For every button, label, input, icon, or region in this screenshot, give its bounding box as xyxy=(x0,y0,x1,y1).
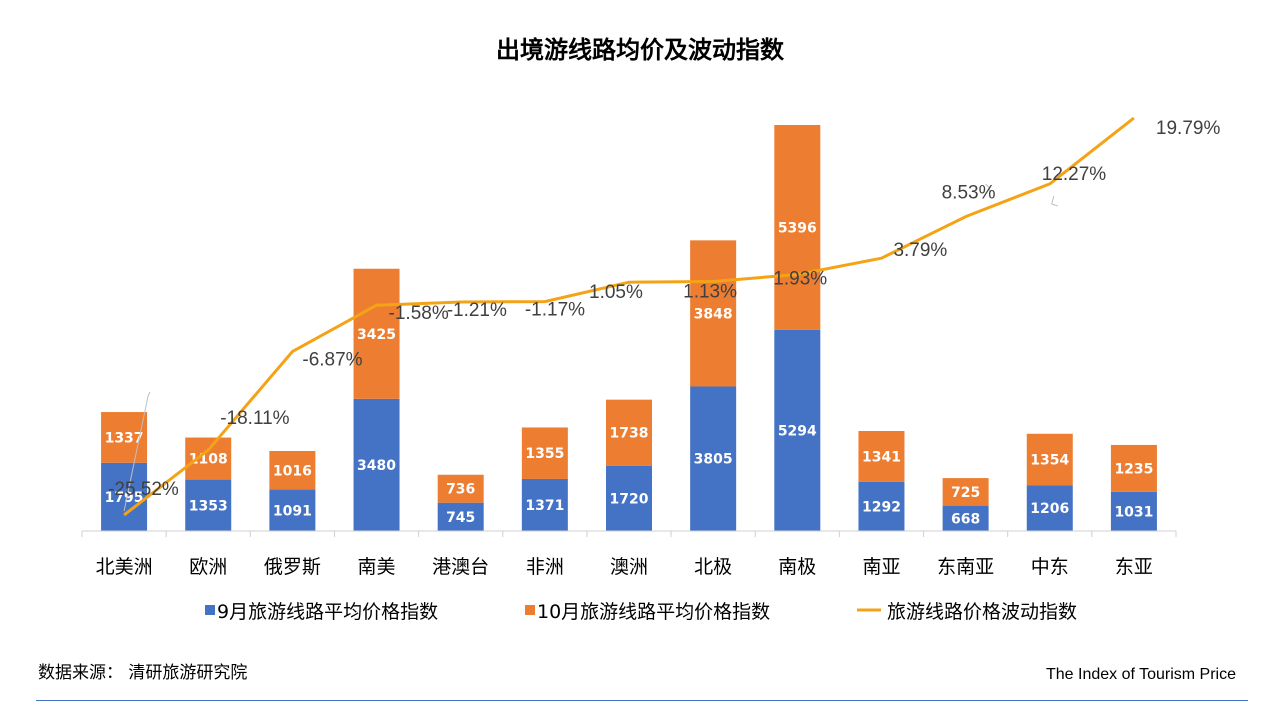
bar-label-oct: 725 xyxy=(951,485,980,501)
category-label: 东南亚 xyxy=(937,556,994,578)
bar-label-oct: 736 xyxy=(446,482,475,498)
bar-sep-中东 xyxy=(1026,485,1073,531)
bar-oct-东南亚 xyxy=(942,478,989,506)
bar-label-sep: 1031 xyxy=(1114,504,1153,520)
bar-oct-澳洲 xyxy=(606,399,652,466)
bar-oct-俄罗斯 xyxy=(269,450,316,490)
category-label: 东亚 xyxy=(1115,556,1153,578)
bar-oct-南亚 xyxy=(858,431,905,482)
bar-label-sep: 5294 xyxy=(778,423,817,439)
category-label: 南美 xyxy=(358,556,396,578)
category-label: 北美洲 xyxy=(96,556,153,578)
bar-label-oct: 1354 xyxy=(1030,452,1069,468)
bar-oct-欧洲 xyxy=(185,437,232,480)
bar-sep-俄罗斯 xyxy=(269,489,316,531)
category-label: 澳洲 xyxy=(610,556,648,578)
bar-oct-港澳台 xyxy=(437,474,484,503)
bar-oct-非洲 xyxy=(521,427,568,479)
bar-labels-layer: 1795 1337 1353 1108 1091 1016 3480 3425 745 736 13… xyxy=(105,220,1154,527)
change-label: 8.53% xyxy=(942,183,996,204)
footer-rule xyxy=(36,700,1248,701)
bar-label-oct: 1337 xyxy=(105,430,144,446)
category-label: 北极 xyxy=(694,556,732,578)
bar-label-sep: 1206 xyxy=(1030,501,1069,517)
leader-line xyxy=(985,183,991,196)
bar-label-sep: 1720 xyxy=(610,491,649,507)
category-label: 俄罗斯 xyxy=(264,556,321,578)
chart-title: 出境游线路均价及波动指数 xyxy=(496,36,784,64)
pct-labels-layer: -25.52%-18.11%-6.87%-1.58%-1.21% -1.17%1.… xyxy=(108,118,1221,512)
bar-label-sep: 3480 xyxy=(357,458,396,474)
bar-label-oct: 1235 xyxy=(1114,461,1153,477)
bar-oct-东亚 xyxy=(1110,444,1157,492)
bar-sep-港澳台 xyxy=(437,502,484,531)
bar-sep-北美洲 xyxy=(101,462,148,531)
category-label: 非洲 xyxy=(526,556,564,578)
category-label: 欧洲 xyxy=(189,556,227,578)
change-label: -1.21% xyxy=(447,300,507,321)
change-label: 1.13% xyxy=(683,281,737,302)
source-note: 数据来源： 清研旅游研究院 xyxy=(38,663,248,683)
bar-sep-非洲 xyxy=(521,478,568,531)
change-label: 3.79% xyxy=(893,240,947,261)
category-label: 港澳台 xyxy=(432,556,489,578)
category-labels: 北美洲 欧洲 俄罗斯 南美 港澳台 非洲 澳洲 北极 南极 南亚 东南亚 中东 东亚 xyxy=(96,556,1153,578)
change-label: -1.17% xyxy=(525,300,585,321)
change-label: 12.27% xyxy=(1042,164,1107,185)
category-label: 南极 xyxy=(778,556,816,578)
change-label: 19.79% xyxy=(1156,118,1221,139)
bar-label-oct: 1738 xyxy=(610,426,649,442)
bar-label-sep: 1795 xyxy=(105,490,144,506)
bar-sep-东亚 xyxy=(1110,491,1157,531)
change-label: -25.52% xyxy=(108,479,179,500)
footer-brand: The Index of Tourism Price xyxy=(1045,666,1236,683)
bar-label-sep: 1091 xyxy=(273,503,312,519)
bar-label-sep: 3805 xyxy=(694,452,733,468)
change-label: -6.87% xyxy=(302,350,362,371)
change-label: -18.11% xyxy=(220,408,289,429)
bar-label-sep: 745 xyxy=(446,510,475,526)
change-label: 1.05% xyxy=(589,282,643,303)
category-label: 南亚 xyxy=(862,556,900,578)
bar-label-sep: 1292 xyxy=(862,499,901,515)
legend-label: 9月旅游线路平均价格指数 xyxy=(217,601,438,623)
bar-sep-欧洲 xyxy=(185,479,232,531)
line-series xyxy=(123,116,1135,517)
bar-sep-澳洲 xyxy=(606,465,652,531)
line-layer xyxy=(123,116,1135,517)
bar-label-oct: 1341 xyxy=(862,449,901,465)
bar-label-oct: 1108 xyxy=(189,452,228,468)
legend-label: 10月旅游线路平均价格指数 xyxy=(537,601,770,623)
legend-label: 旅游线路价格波动指数 xyxy=(887,601,1077,623)
bar-oct-南极 xyxy=(774,125,821,330)
bar-label-sep: 1371 xyxy=(525,498,564,514)
bar-label-oct: 3425 xyxy=(357,327,396,343)
legend: 9月旅游线路平均价格指数 10月旅游线路平均价格指数 旅游线路价格波动指数 xyxy=(205,601,1077,623)
bar-oct-中东 xyxy=(1026,433,1073,486)
category-label: 中东 xyxy=(1031,556,1069,578)
leader-line xyxy=(123,391,151,512)
legend-swatch xyxy=(525,605,535,615)
leader-line xyxy=(1051,195,1058,207)
bar-label-oct: 5396 xyxy=(778,220,817,236)
legend-swatch xyxy=(205,605,215,615)
bar-sep-南美 xyxy=(353,398,400,531)
bar-sep-东南亚 xyxy=(942,505,989,531)
bar-sep-南亚 xyxy=(858,481,905,531)
change-label: -1.58% xyxy=(389,303,449,324)
bar-oct-南美 xyxy=(353,268,400,399)
bar-oct-北极 xyxy=(690,240,737,387)
bar-label-sep: 1353 xyxy=(189,498,228,514)
bars-layer xyxy=(101,125,1157,531)
bar-label-oct: 1016 xyxy=(273,463,312,479)
x-axis-ticks xyxy=(81,531,1177,537)
bar-label-sep: 668 xyxy=(951,511,980,527)
bar-sep-南极 xyxy=(774,329,821,531)
change-label: 1.93% xyxy=(773,268,827,289)
bar-sep-北极 xyxy=(690,386,737,531)
bar-label-oct: 1355 xyxy=(525,446,564,462)
bar-label-oct: 3848 xyxy=(694,306,733,322)
